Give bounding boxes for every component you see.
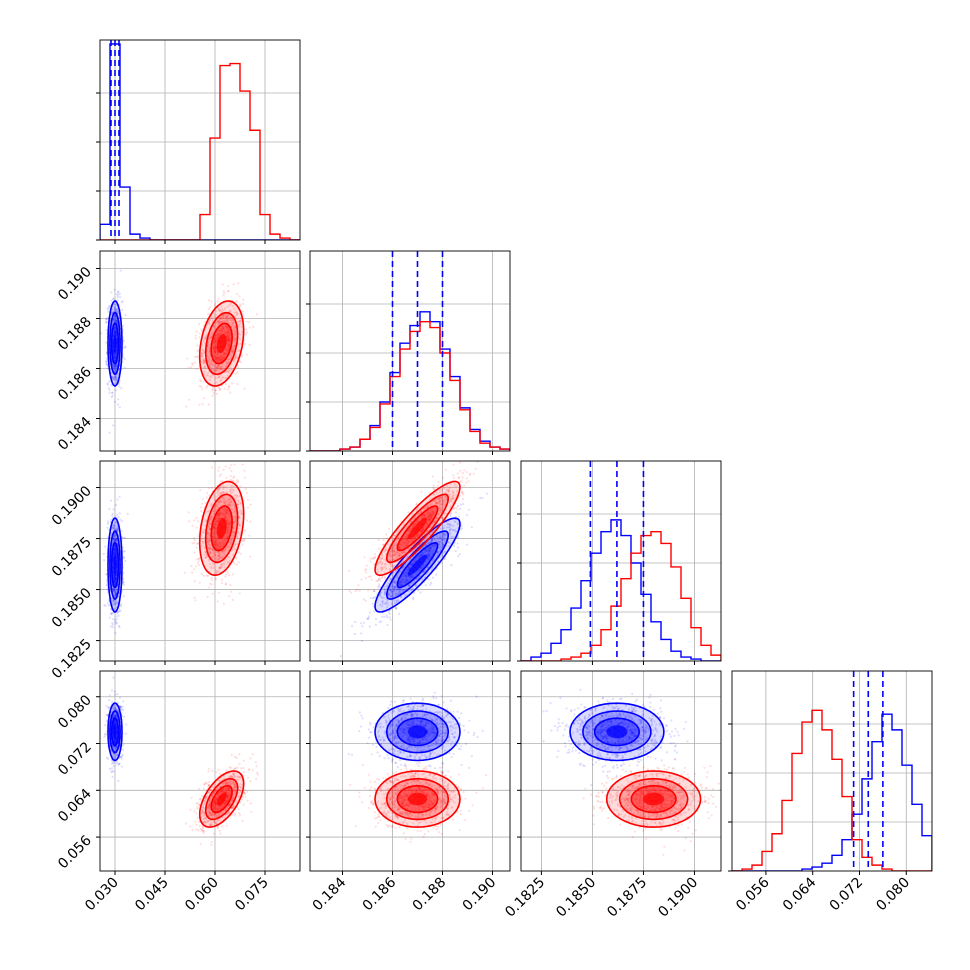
x-tick-label: 0.080 (873, 875, 913, 915)
y-tick-label: 0.1900 (49, 483, 95, 529)
y-tick-label: 0.056 (55, 833, 95, 873)
panel-frame (731, 670, 933, 872)
y-tick-label: 0.188 (55, 314, 95, 354)
y-tick-label: 0.1825 (49, 636, 95, 682)
y-tick-label: 0.1875 (49, 534, 95, 580)
x-tick-label: 0.1850 (553, 875, 599, 921)
scatter-panel-2-1 (306, 460, 511, 665)
y-tick-label: 0.184 (55, 414, 95, 454)
contour-0-3 (606, 725, 628, 739)
x-tick-label: 0.064 (780, 874, 820, 914)
scatter-panel-3-2: 0.1825 0.1850 0.1875 0.1900 (502, 670, 722, 921)
hist-line-1 (521, 530, 721, 661)
panel-frame (99, 670, 301, 872)
contour-0-3 (113, 554, 117, 576)
x-tick-label: 0.075 (232, 875, 272, 915)
scatter-panel-3-0: 0.030 0.045 0.060 0.075 0.056 0.064 0.072 0.080 (55, 670, 301, 915)
panel-frame (99, 39, 301, 241)
contour-1-3 (216, 792, 227, 806)
contour-1-3 (408, 517, 427, 539)
panel-frame (309, 460, 511, 662)
y-tick-label: 0.080 (55, 692, 95, 732)
hist-line-1 (732, 709, 932, 871)
scatter-panel-1-0: 0.184 0.186 0.188 0.190 (55, 250, 301, 455)
x-tick-label: 0.1900 (655, 875, 701, 921)
hist-line-0 (521, 519, 721, 661)
hist-panel-2 (517, 460, 722, 665)
contour-1-3 (216, 517, 227, 539)
panel-frame (309, 250, 511, 452)
hist-panel-0 (96, 39, 301, 244)
y-tick-label: 0.190 (55, 264, 95, 304)
scatter-panel-2-0: 0.1825 0.1850 0.1875 0.1900 (49, 460, 301, 682)
contour-1-3 (407, 792, 428, 806)
contour-0-3 (113, 725, 117, 739)
x-tick-label: 0.1825 (502, 875, 548, 921)
scatter-points-0 (339, 492, 488, 658)
y-tick-label: 0.1850 (49, 585, 95, 631)
x-tick-label: 0.030 (82, 875, 122, 915)
x-tick-label: 0.060 (182, 875, 222, 915)
panel-frame (520, 670, 722, 872)
x-tick-label: 0.186 (360, 874, 400, 914)
hist-panel-3: 0.056 0.064 0.072 0.080 (728, 670, 933, 915)
panels-layer: 0.056 0.064 0.072 0.0800.1840.1860.1880.190… (49, 39, 933, 921)
x-tick-label: 0.045 (132, 875, 172, 915)
x-tick-label: 0.072 (827, 875, 867, 915)
hist-line-1 (100, 62, 300, 240)
panel-frame (99, 250, 301, 452)
contour-0-3 (408, 554, 427, 576)
hist-line-1 (310, 320, 510, 451)
contour-1-3 (643, 792, 665, 806)
hist-panel-1 (306, 250, 511, 455)
x-tick-label: 0.188 (410, 875, 450, 915)
contour-0-3 (407, 725, 428, 739)
x-tick-label: 0.190 (460, 875, 500, 915)
panel-frame (520, 460, 722, 662)
panel-frame (309, 670, 511, 872)
contour-0-3 (113, 333, 117, 354)
y-tick-label: 0.064 (55, 786, 95, 826)
panel-frame (99, 460, 301, 662)
y-tick-label: 0.072 (55, 739, 95, 779)
y-tick-label: 0.186 (55, 364, 95, 404)
x-tick-label: 0.056 (733, 874, 773, 914)
hist-line-0 (100, 43, 300, 240)
contour-1-3 (216, 334, 227, 353)
scatter-panel-3-1: 0.184 0.186 0.188 0.190 (306, 670, 511, 915)
x-tick-label: 0.1875 (604, 875, 650, 921)
x-tick-label: 0.184 (310, 874, 350, 914)
